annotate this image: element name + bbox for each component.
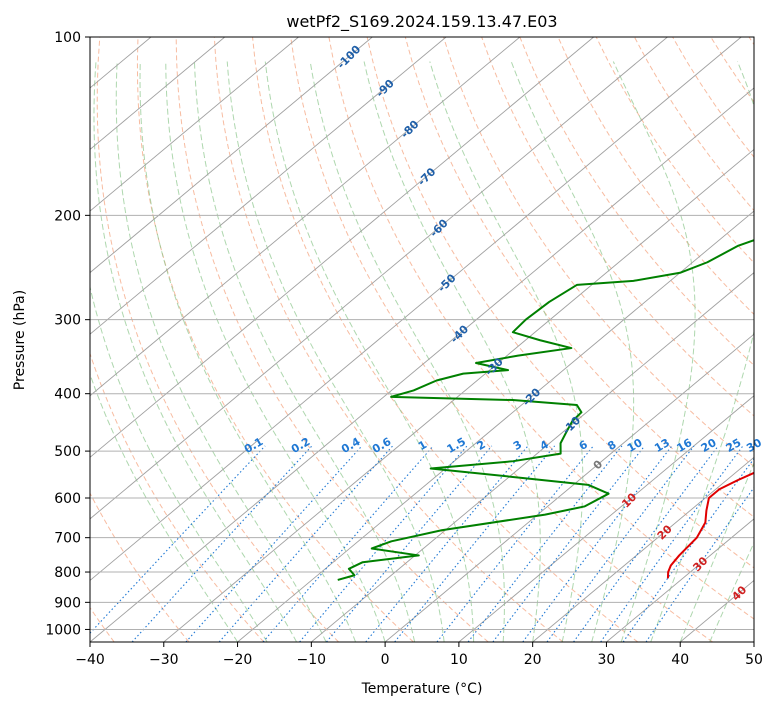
y-tick-label: 900	[54, 595, 81, 611]
dry-adiabat-line	[290, 37, 713, 642]
x-tick-label: 30	[598, 652, 616, 668]
moist-adiabat-line	[93, 61, 298, 642]
x-tick-label: −40	[75, 652, 105, 668]
y-tick-label: 700	[54, 531, 81, 547]
isotherm-line	[90, 37, 299, 212]
moist-adiabat-line	[193, 61, 416, 642]
mixing-ratio-line	[645, 486, 754, 642]
isotherm-line	[237, 210, 754, 642]
plot-area	[90, 37, 754, 642]
chart-title: wetPf2_S169.2024.159.13.47.E03	[286, 12, 557, 32]
mixing-ratio-line	[90, 445, 266, 634]
mixing-ratio-line	[622, 457, 754, 642]
dry-adiabat-line	[213, 37, 564, 642]
moist-adiabat-line	[309, 61, 505, 642]
x-tick-label: 40	[671, 652, 689, 668]
moist-adiabat-line	[650, 61, 754, 642]
isotherm-line	[311, 272, 754, 642]
dry-adiabat-line	[252, 37, 639, 642]
mixing-ratio-line	[467, 445, 623, 642]
y-tick-label: 200	[54, 208, 81, 224]
x-axis-ticks: −40 −30 −20 −10 0 10 20 30 40 50	[75, 642, 763, 668]
y-tick-label: 1000	[45, 622, 81, 638]
moist-adiabat-line	[429, 61, 584, 642]
isotherm-line	[163, 148, 754, 642]
x-tick-label: 50	[745, 652, 763, 668]
moist-adiabat-line	[612, 61, 696, 642]
dry-adiabat-line	[96, 37, 339, 642]
isotherm-line	[90, 87, 754, 642]
x-tick-label: −30	[149, 652, 179, 668]
isotherm-line	[90, 37, 447, 335]
dry-adiabat-line	[90, 352, 265, 642]
moist-adiabat-line	[139, 61, 357, 642]
y-tick-label: 800	[54, 565, 81, 581]
x-tick-label: 0	[381, 652, 390, 668]
x-tick-label: −20	[223, 652, 253, 668]
isotherm-line	[90, 37, 668, 520]
dry-adiabat-line	[404, 37, 754, 518]
temperature-profile-line	[666, 471, 754, 579]
dry-adiabat-line	[328, 37, 754, 620]
moist-adiabat-line	[165, 61, 386, 642]
isotherm-line	[90, 37, 742, 582]
mixing-ratio-line	[262, 445, 434, 642]
moist-adiabat-line	[363, 61, 541, 642]
isotherm-line	[90, 37, 373, 274]
dry-adiabat-line	[366, 37, 754, 569]
x-tick-label: 10	[450, 652, 468, 668]
isotherm-line	[532, 456, 754, 642]
isotherms	[90, 37, 754, 642]
moist-adiabat-line	[264, 61, 475, 642]
y-tick-label: 400	[54, 387, 81, 403]
mixing-ratio-line	[185, 445, 363, 642]
isotherm-line	[90, 37, 226, 151]
mixing-ratio-line	[131, 445, 313, 642]
dry-adiabat-line	[136, 37, 414, 642]
y-tick-label: 600	[54, 491, 81, 507]
y-axis-ticks: 100 200 300 400 500 600 700 800 900 1000	[45, 30, 90, 638]
plot-frame	[89, 36, 755, 643]
x-tick-label: −10	[297, 652, 327, 668]
mixing-ratio-line	[492, 445, 646, 642]
x-axis-title: Temperature (°C)	[361, 681, 483, 697]
mixing-ratio-line	[600, 445, 744, 642]
dewpoint-profile-line	[337, 239, 754, 581]
moist-adiabat-line	[90, 284, 268, 642]
y-tick-label: 500	[54, 444, 81, 460]
pressure-gridlines	[90, 37, 754, 630]
sounding-series	[337, 239, 754, 581]
dry-adiabat-line	[519, 37, 754, 366]
moist-adiabat-line	[510, 61, 635, 642]
mixing-ratio-line	[546, 445, 695, 642]
isotherm-line	[458, 395, 754, 642]
moist-adiabat-line	[90, 372, 238, 642]
x-tick-label: 20	[524, 652, 542, 668]
isotherm-line	[606, 518, 754, 642]
y-axis-title: Pressure (hPa)	[12, 290, 28, 390]
moist-adiabat-line	[709, 541, 754, 642]
isotherm-line	[90, 37, 521, 397]
isotherm-line	[384, 333, 754, 642]
dry-adiabats	[90, 37, 754, 642]
moist-adiabat-line	[679, 461, 754, 642]
y-tick-label: 100	[54, 30, 81, 46]
mixing-ratio-line	[436, 445, 594, 642]
isotherm-line	[90, 37, 594, 458]
moist-adiabat-line	[226, 61, 445, 642]
moist-adiabats	[90, 61, 754, 642]
y-tick-label: 300	[54, 313, 81, 329]
